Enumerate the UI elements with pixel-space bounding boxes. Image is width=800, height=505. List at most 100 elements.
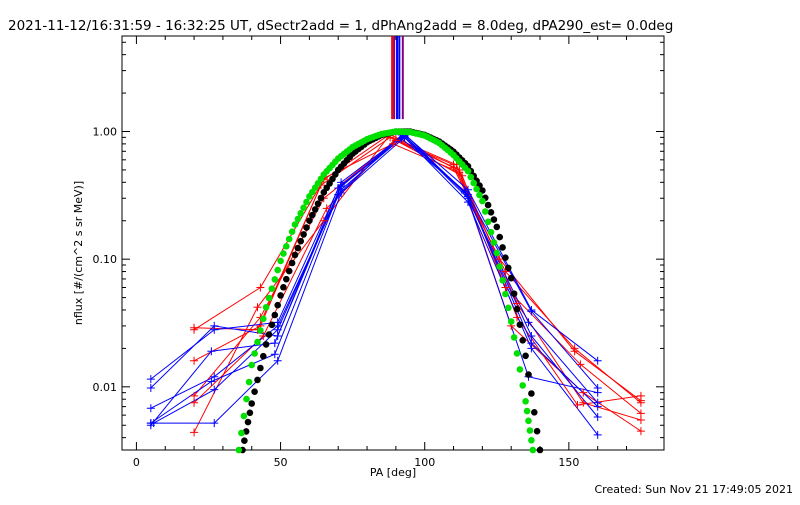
data-point <box>593 402 602 411</box>
data-point <box>501 283 510 292</box>
fit-curve-dot <box>243 395 250 403</box>
fit-curve-dot <box>268 285 276 293</box>
data-point <box>210 385 219 394</box>
x-axis-label: PA [deg] <box>370 466 416 479</box>
series-line <box>150 134 599 424</box>
data-point <box>259 332 268 341</box>
data-point <box>190 323 199 332</box>
fit-curve-dot <box>493 223 501 231</box>
data-point <box>256 283 265 292</box>
fit-curve-dot <box>257 364 264 372</box>
data-point <box>146 375 155 384</box>
data-point <box>334 190 343 199</box>
fit-curve-dot <box>235 446 243 454</box>
fit-curve-dot <box>487 209 495 216</box>
fit-curve-dot <box>260 352 267 360</box>
fit-curve-dot <box>502 290 509 298</box>
data-point <box>524 318 533 327</box>
series-lines <box>150 133 642 436</box>
data-point <box>458 171 467 180</box>
data-point <box>576 360 585 369</box>
fit-curve-dot <box>505 304 512 312</box>
fit-curve-dot <box>507 274 515 282</box>
fit-curve-dot <box>297 210 305 217</box>
fit-curve-dot <box>523 407 531 415</box>
data-point <box>573 401 582 410</box>
data-point <box>253 303 262 312</box>
fit-curve-dot <box>240 412 248 420</box>
fit-curve-dot <box>470 179 478 187</box>
vertical-markers <box>391 36 404 120</box>
x-tick-label: 50 <box>274 456 288 469</box>
fit-curve-dot <box>238 429 245 437</box>
fit-curve-dot <box>505 264 512 272</box>
data-point <box>190 391 199 400</box>
fit-curve-dot <box>262 341 270 348</box>
fit-curve-dot <box>516 366 524 373</box>
fit-curve-dot <box>241 437 248 445</box>
fit-curve-dot <box>496 233 504 241</box>
fit-curve-dot <box>493 249 501 257</box>
series-line <box>153 133 599 424</box>
fit-curve-dot <box>260 315 267 323</box>
data-point <box>570 347 579 356</box>
data-point <box>319 216 328 225</box>
fit-curve-dot <box>274 301 282 309</box>
data-point <box>593 413 602 422</box>
data-point <box>190 398 199 407</box>
x-tick-label: 100 <box>414 456 435 469</box>
fit-curve-dot <box>309 211 316 219</box>
data-point <box>270 339 279 348</box>
data-point <box>190 428 199 437</box>
data-point <box>593 388 602 397</box>
data-point <box>207 347 216 356</box>
fit-curve-dot <box>245 378 253 386</box>
series-line <box>193 139 642 421</box>
fit-curve-dot <box>265 331 273 338</box>
x-tick-label: 150 <box>558 456 579 469</box>
fit-curve-dot <box>288 259 296 267</box>
fit-curve-dot <box>314 200 322 207</box>
data-point <box>463 192 472 201</box>
data-point <box>579 388 588 397</box>
fit-curve-dot <box>294 215 302 223</box>
fit-curve-dot <box>528 437 535 444</box>
fit-curve-dot <box>280 284 287 291</box>
data-point <box>389 139 397 148</box>
data-point <box>210 321 219 330</box>
fit-curve-dot <box>288 228 296 235</box>
fit-curve-dot <box>251 350 258 357</box>
fit-curve-dot <box>526 427 534 434</box>
data-point <box>322 204 331 213</box>
y-tick-label: 0.10 <box>93 253 118 266</box>
axes: 0 50 100 150 1.00 0.10 0.01 <box>93 36 664 469</box>
data-point <box>593 430 602 439</box>
series-line <box>193 135 642 404</box>
fit-curve-dot <box>507 318 515 325</box>
fit-curve-dot <box>251 388 258 396</box>
data-point <box>273 356 282 365</box>
fit-curve-dot <box>303 198 310 206</box>
fit-curve-dot <box>291 221 299 228</box>
fit-curve-dot <box>525 417 532 425</box>
fit-curve-dot <box>285 235 293 243</box>
fit-curve-dot <box>271 311 279 319</box>
fit-curve-dot <box>490 239 498 246</box>
fit-curve-dot <box>510 290 518 298</box>
fit-curve-dot <box>533 427 541 435</box>
fit-curve-dot <box>525 371 532 378</box>
fit-curve-dot <box>529 446 537 454</box>
data-point <box>149 419 158 428</box>
series-line <box>193 138 642 414</box>
fit-curve-dot <box>244 418 252 426</box>
data-point <box>512 313 521 322</box>
data-point <box>579 398 588 407</box>
series-line <box>150 137 598 426</box>
data-point <box>210 372 219 381</box>
fit-curve-dot <box>277 257 284 265</box>
fit-curve-dot <box>248 361 255 369</box>
fit-curve-dot <box>297 237 305 245</box>
y-axis-label: nflux [#/(cm^2 s sr MeV)] <box>72 181 85 325</box>
